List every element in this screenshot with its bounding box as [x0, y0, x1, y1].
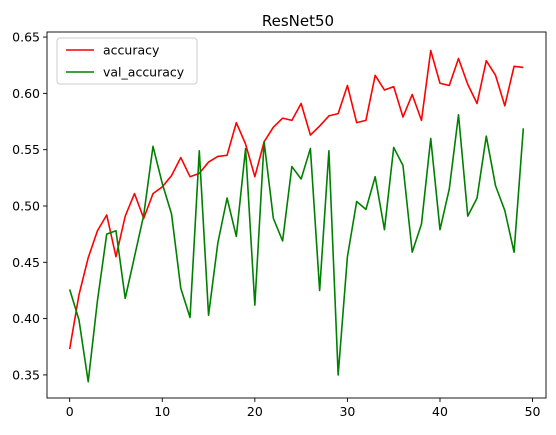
x-tick-label: 50 [525, 404, 541, 419]
y-tick-label: 0.65 [12, 30, 40, 45]
plot-area-frame [46, 31, 547, 399]
x-tick-label: 40 [432, 404, 448, 419]
chart-title: ResNet50 [262, 12, 334, 30]
series-layer [68, 49, 525, 383]
y-tick-label: 0.40 [12, 311, 40, 326]
y-tick-label: 0.55 [12, 142, 40, 157]
y-tick-label: 0.60 [12, 86, 40, 101]
legend: accuracy val_accuracy [56, 37, 198, 85]
x-tick-label: 0 [66, 404, 74, 419]
y-tick-label: 0.35 [12, 367, 40, 382]
legend-label-val-accuracy: val_accuracy [103, 65, 185, 80]
series-line-accuracy [68, 49, 524, 350]
y-axis: 0.35 0.40 0.45 0.50 0.55 0.60 0.65 [12, 30, 47, 382]
x-tick-label: 30 [339, 404, 355, 419]
y-tick-label: 0.50 [12, 198, 40, 213]
series-line-val-accuracy [68, 113, 525, 383]
x-tick-label: 20 [247, 404, 263, 419]
legend-label-accuracy: accuracy [103, 43, 160, 58]
x-tick-label: 10 [154, 404, 170, 419]
x-axis: 0 10 20 30 40 50 [66, 398, 541, 419]
y-tick-label: 0.45 [12, 255, 40, 270]
